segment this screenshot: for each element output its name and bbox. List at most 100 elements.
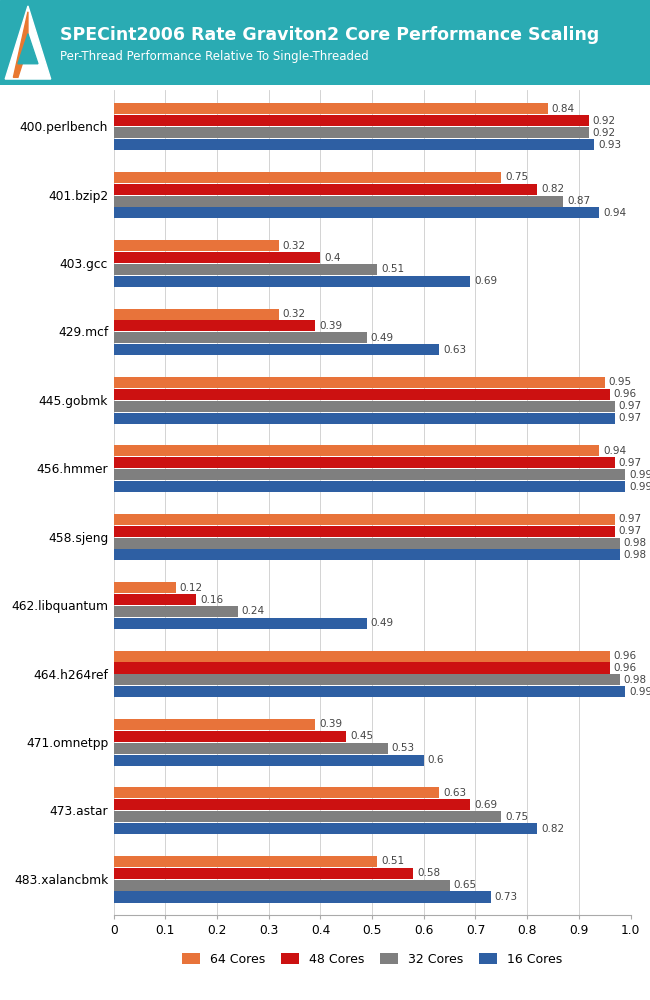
Text: 0.95: 0.95 — [608, 377, 631, 387]
Bar — [114, 811, 501, 822]
Bar — [114, 651, 610, 662]
Text: 0.99: 0.99 — [629, 687, 650, 697]
Text: 0.51: 0.51 — [381, 264, 404, 274]
Bar — [114, 344, 439, 355]
Text: 0.58: 0.58 — [417, 868, 440, 878]
Text: 0.94: 0.94 — [603, 446, 626, 456]
Bar — [114, 332, 367, 343]
Bar — [114, 184, 538, 195]
Bar — [114, 880, 450, 891]
Text: 0.75: 0.75 — [505, 172, 528, 182]
Text: 0.63: 0.63 — [443, 345, 466, 355]
Bar — [114, 731, 346, 742]
Bar — [114, 252, 320, 263]
Text: 0.93: 0.93 — [598, 140, 621, 150]
Bar — [114, 662, 610, 674]
Bar — [114, 172, 501, 183]
Bar — [114, 276, 471, 287]
Text: 0.96: 0.96 — [614, 651, 636, 661]
Text: 0.99: 0.99 — [629, 482, 650, 492]
Text: 0.69: 0.69 — [474, 800, 497, 810]
Bar — [114, 606, 238, 617]
Bar — [114, 115, 589, 126]
Text: 0.97: 0.97 — [619, 401, 642, 411]
Text: 0.6: 0.6 — [428, 755, 444, 765]
Bar — [114, 891, 491, 903]
Text: 0.97: 0.97 — [619, 514, 642, 524]
Text: 0.73: 0.73 — [495, 892, 517, 902]
Polygon shape — [5, 6, 51, 79]
Bar — [114, 196, 564, 207]
Bar — [114, 743, 387, 754]
Bar — [114, 787, 439, 798]
Bar — [114, 127, 589, 138]
Text: 0.97: 0.97 — [619, 413, 642, 423]
Text: 0.53: 0.53 — [391, 743, 414, 753]
Polygon shape — [14, 12, 28, 77]
Bar — [114, 481, 625, 492]
Bar — [114, 856, 377, 867]
Bar — [114, 674, 620, 685]
Bar — [114, 549, 620, 560]
Text: 0.87: 0.87 — [567, 196, 590, 206]
Text: 0.4: 0.4 — [324, 253, 341, 263]
Bar — [114, 309, 279, 320]
Bar — [114, 320, 315, 331]
Text: Per-Thread Performance Relative To Single-Threaded: Per-Thread Performance Relative To Singl… — [60, 50, 369, 63]
Text: 0.12: 0.12 — [179, 583, 203, 593]
Text: 0.39: 0.39 — [319, 719, 342, 729]
Bar — [114, 514, 615, 525]
Text: 0.97: 0.97 — [619, 526, 642, 536]
Bar — [114, 823, 538, 834]
Bar — [114, 264, 377, 275]
Text: 0.94: 0.94 — [603, 208, 626, 218]
Text: 0.99: 0.99 — [629, 470, 650, 480]
Bar — [114, 457, 615, 468]
Text: 0.32: 0.32 — [283, 241, 306, 251]
Text: 0.98: 0.98 — [624, 538, 647, 548]
Bar — [114, 377, 604, 388]
Bar — [114, 445, 599, 456]
Text: 0.49: 0.49 — [370, 333, 394, 343]
Text: 0.16: 0.16 — [200, 595, 223, 605]
Text: 0.39: 0.39 — [319, 321, 342, 331]
Text: SPECint2006 Rate Graviton2 Core Performance Scaling: SPECint2006 Rate Graviton2 Core Performa… — [60, 25, 599, 43]
Text: 0.96: 0.96 — [614, 389, 636, 399]
Bar — [114, 582, 176, 593]
Text: 0.92: 0.92 — [593, 116, 616, 126]
Text: 0.82: 0.82 — [541, 184, 564, 194]
Text: 0.51: 0.51 — [381, 856, 404, 866]
Bar — [114, 755, 424, 766]
Text: 0.92: 0.92 — [593, 128, 616, 138]
Bar — [114, 594, 196, 605]
Text: 0.98: 0.98 — [624, 675, 647, 685]
Text: 0.97: 0.97 — [619, 458, 642, 468]
Bar — [114, 618, 367, 629]
Bar — [114, 469, 625, 480]
Text: 0.84: 0.84 — [551, 104, 575, 114]
Bar — [114, 868, 413, 879]
Text: 0.82: 0.82 — [541, 824, 564, 834]
Bar — [114, 139, 594, 150]
Text: 0.69: 0.69 — [474, 276, 497, 286]
Polygon shape — [18, 34, 38, 64]
Bar — [114, 240, 279, 251]
Text: 0.98: 0.98 — [624, 550, 647, 560]
Text: 0.65: 0.65 — [453, 880, 476, 890]
Text: 0.24: 0.24 — [241, 606, 265, 616]
Bar — [114, 799, 471, 810]
Bar — [114, 401, 615, 412]
Text: 0.75: 0.75 — [505, 812, 528, 822]
Bar — [114, 526, 615, 537]
Bar — [114, 389, 610, 400]
Bar — [114, 686, 625, 697]
Text: 0.49: 0.49 — [370, 618, 394, 628]
Bar — [114, 719, 315, 730]
Text: 0.45: 0.45 — [350, 731, 373, 741]
Bar — [114, 413, 615, 424]
Bar — [114, 103, 548, 114]
Legend: 64 Cores, 48 Cores, 32 Cores, 16 Cores: 64 Cores, 48 Cores, 32 Cores, 16 Cores — [177, 948, 567, 971]
Text: 0.96: 0.96 — [614, 663, 636, 673]
Bar — [114, 207, 599, 218]
Bar — [114, 538, 620, 549]
